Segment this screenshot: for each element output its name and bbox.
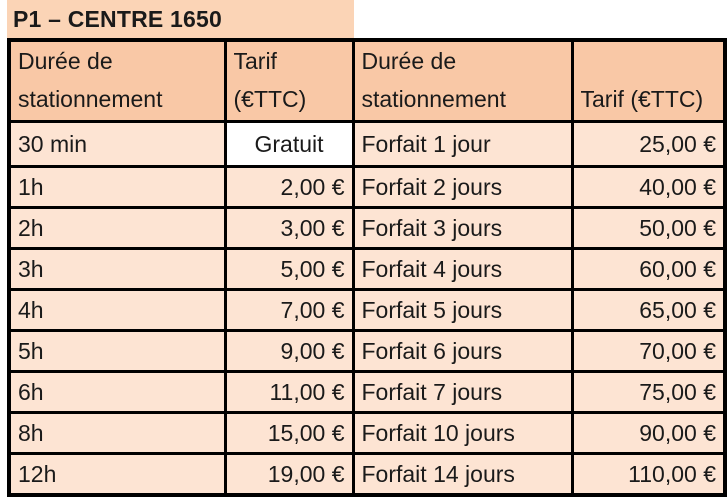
cell-tarif-forfait: 40,00 € [570, 165, 727, 209]
cell-forfait: Forfait 10 jours [351, 411, 574, 455]
cell-duree: 6h [7, 370, 227, 414]
cell-forfait: Forfait 14 jours [351, 452, 574, 497]
cell-tarif: 11,00 € [223, 370, 355, 414]
cell-tarif-forfait: 110,00 € [570, 452, 727, 497]
cell-tarif-forfait: 90,00 € [570, 411, 727, 455]
cell-forfait: Forfait 6 jours [351, 329, 574, 373]
cell-tarif: 9,00 € [223, 329, 355, 373]
page-title: P1 – CENTRE 1650 [7, 0, 354, 38]
cell-forfait: Forfait 1 jour [351, 120, 574, 168]
header-duree-1: Durée de stationnement [7, 38, 227, 123]
cell-tarif: 5,00 € [223, 247, 355, 291]
cell-tarif-forfait: 25,00 € [570, 120, 727, 168]
cell-forfait: Forfait 7 jours [351, 370, 574, 414]
cell-tarif-forfait: 75,00 € [570, 370, 727, 414]
cell-tarif-forfait: 65,00 € [570, 288, 727, 332]
cell-tarif-forfait: 50,00 € [570, 206, 727, 250]
cell-duree: 8h [7, 411, 227, 455]
table-row: 8h 15,00 € Forfait 10 jours 90,00 € [7, 411, 727, 455]
cell-forfait: Forfait 4 jours [351, 247, 574, 291]
cell-forfait: Forfait 2 jours [351, 165, 574, 209]
header-duree-2: Durée de stationnement [351, 38, 574, 123]
table-row: 2h 3,00 € Forfait 3 jours 50,00 € [7, 206, 727, 250]
header-tarif-1: Tarif (€TTC) [223, 38, 355, 123]
cell-tarif-forfait: 70,00 € [570, 329, 727, 373]
cell-tarif: Gratuit [223, 120, 355, 168]
table-row: 4h 7,00 € Forfait 5 jours 65,00 € [7, 288, 727, 332]
cell-tarif: 19,00 € [223, 452, 355, 497]
cell-forfait: Forfait 3 jours [351, 206, 574, 250]
cell-duree: 30 min [7, 120, 227, 168]
cell-duree: 3h [7, 247, 227, 291]
cell-duree: 2h [7, 206, 227, 250]
cell-duree: 5h [7, 329, 227, 373]
table-row: 12h 19,00 € Forfait 14 jours 110,00 € [7, 452, 727, 497]
header-tarif-2: Tarif (€TTC) [570, 38, 727, 123]
table-row: 30 min Gratuit Forfait 1 jour 25,00 € [7, 120, 727, 168]
table-header-row: Durée de stationnement Tarif (€TTC) Duré… [7, 38, 727, 123]
cell-tarif: 7,00 € [223, 288, 355, 332]
table-row: 5h 9,00 € Forfait 6 jours 70,00 € [7, 329, 727, 373]
tariff-table: Durée de stationnement Tarif (€TTC) Duré… [7, 38, 727, 497]
table-row: 1h 2,00 € Forfait 2 jours 40,00 € [7, 165, 727, 209]
cell-forfait: Forfait 5 jours [351, 288, 574, 332]
cell-tarif-forfait: 60,00 € [570, 247, 727, 291]
cell-tarif: 15,00 € [223, 411, 355, 455]
table-row: 6h 11,00 € Forfait 7 jours 75,00 € [7, 370, 727, 414]
cell-tarif: 2,00 € [223, 165, 355, 209]
cell-duree: 4h [7, 288, 227, 332]
cell-duree: 12h [7, 452, 227, 497]
cell-tarif: 3,00 € [223, 206, 355, 250]
table-row: 3h 5,00 € Forfait 4 jours 60,00 € [7, 247, 727, 291]
cell-duree: 1h [7, 165, 227, 209]
